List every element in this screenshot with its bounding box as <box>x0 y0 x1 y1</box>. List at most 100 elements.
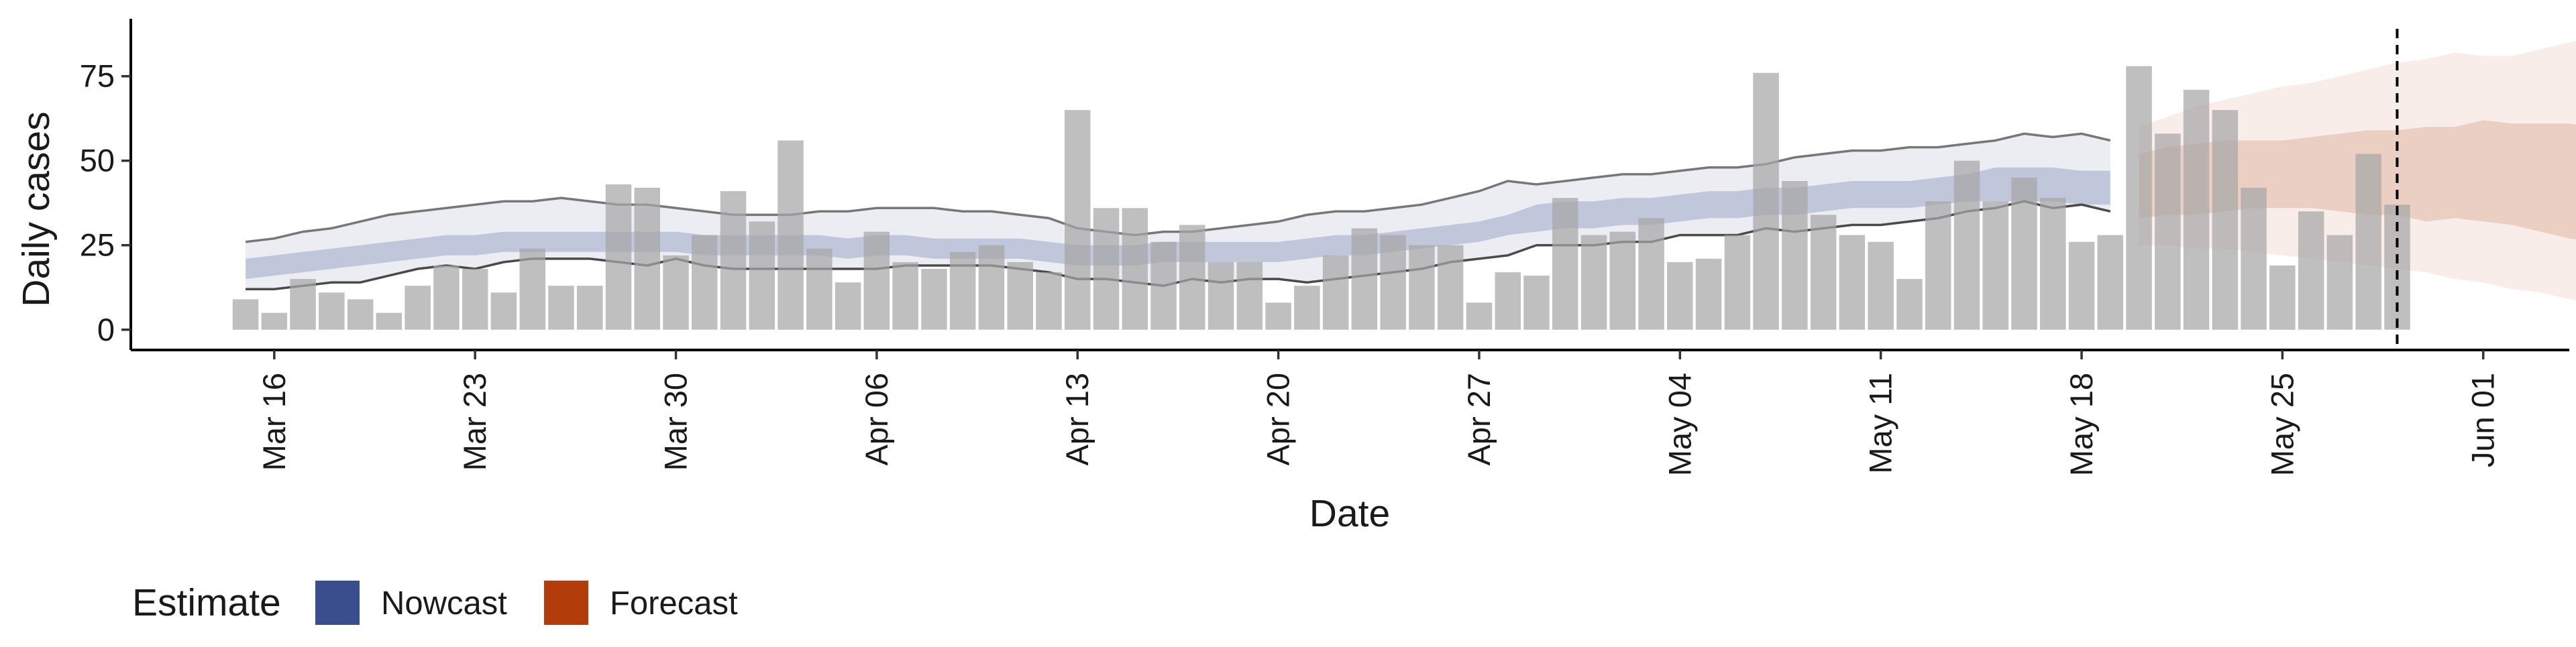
case-bar <box>262 313 288 330</box>
case-bar <box>1065 110 1091 330</box>
x-tick-label: Apr 13 <box>1059 373 1095 465</box>
case-bar <box>1237 262 1263 330</box>
case-bar <box>892 262 918 330</box>
case-bar <box>1352 229 1378 330</box>
case-bar <box>1208 262 1234 330</box>
case-bar <box>1294 286 1320 330</box>
case-bar <box>1552 198 1578 330</box>
case-bar <box>2069 242 2095 330</box>
case-bar <box>2126 66 2152 330</box>
x-tick-label: Apr 06 <box>859 373 894 465</box>
case-bar <box>491 292 517 329</box>
case-bar <box>1323 255 1349 330</box>
case-bar <box>606 184 632 330</box>
y-tick-label: 0 <box>97 312 115 347</box>
legend-label-forecast: Forecast <box>610 585 738 622</box>
case-bar <box>405 286 431 330</box>
case-bar <box>864 232 890 330</box>
case-bar <box>1896 279 1923 330</box>
case-bar <box>1983 201 2009 330</box>
case-bar <box>1925 201 1951 330</box>
case-bar <box>2241 188 2267 330</box>
case-bar <box>1811 215 1837 329</box>
case-bar <box>1150 242 1177 330</box>
x-tick-label: Apr 20 <box>1260 373 1296 465</box>
case-bar <box>1667 262 1693 330</box>
legend-title: Estimate <box>132 581 281 624</box>
case-bar <box>1179 225 1205 330</box>
case-bar <box>1954 161 1980 330</box>
case-bar <box>319 292 344 329</box>
case-bar <box>921 269 947 330</box>
case-bar <box>1725 235 1751 330</box>
legend-label-nowcast: Nowcast <box>381 585 507 622</box>
y-tick-label: 50 <box>80 143 115 178</box>
case-bar <box>749 221 775 329</box>
x-tick-label: May 04 <box>1662 373 1697 476</box>
legend-key-nowcast <box>315 581 360 625</box>
case-bar <box>2212 110 2239 330</box>
case-bar <box>1495 272 1521 330</box>
case-bar <box>2184 90 2210 330</box>
case-bar <box>1093 208 1120 330</box>
case-bar <box>1638 218 1664 329</box>
case-bar <box>1008 262 1034 330</box>
case-bar <box>1438 245 1464 330</box>
case-bar <box>1696 259 1722 330</box>
case-bar <box>433 266 460 330</box>
case-bar <box>2298 211 2324 329</box>
case-bar <box>347 299 374 329</box>
case-bar <box>635 188 661 330</box>
case-bar <box>1466 302 1493 329</box>
case-bar <box>548 286 574 330</box>
x-tick-label: Mar 16 <box>256 373 292 471</box>
x-tick-label: May 11 <box>1863 373 1898 474</box>
y-tick-label: 75 <box>80 58 115 94</box>
case-bar <box>1036 272 1062 330</box>
case-bar <box>1581 235 1607 330</box>
x-tick-label: Apr 27 <box>1461 373 1497 465</box>
case-bar <box>663 255 689 330</box>
case-bar <box>577 286 603 330</box>
case-bar <box>2155 133 2181 329</box>
case-bar <box>1265 302 1291 329</box>
case-bar <box>1523 276 1550 330</box>
case-bar <box>290 279 316 330</box>
case-bar <box>1753 73 1779 330</box>
case-bar <box>1122 208 1148 330</box>
x-tick-label: May 25 <box>2264 373 2300 476</box>
case-bar <box>233 299 259 329</box>
case-bar <box>720 191 747 330</box>
x-tick-label: Jun 01 <box>2465 373 2501 467</box>
y-axis-title: Daily cases <box>15 111 58 306</box>
case-bar <box>2011 178 2037 330</box>
case-bar <box>692 235 718 330</box>
x-tick-label: Mar 23 <box>457 373 492 471</box>
case-bar <box>1409 245 1435 330</box>
case-bar <box>2327 235 2353 330</box>
case-bar <box>462 269 488 330</box>
case-bar <box>2269 266 2296 330</box>
case-bar <box>2355 154 2381 330</box>
case-bar <box>1868 242 1894 330</box>
case-bar <box>1380 235 1406 330</box>
legend-key-forecast <box>544 581 588 625</box>
case-bar <box>520 249 546 330</box>
case-bar <box>777 141 804 330</box>
x-tick-label: May 18 <box>2063 373 2099 476</box>
case-bar <box>806 249 833 330</box>
case-bar <box>376 313 402 330</box>
x-axis-title: Date <box>1309 492 1390 535</box>
legend: Estimate Nowcast Forecast <box>132 581 738 625</box>
x-tick-label: Mar 30 <box>658 373 694 471</box>
case-bar <box>1839 235 1866 330</box>
case-bar <box>1782 181 1808 330</box>
case-bar <box>1610 232 1636 330</box>
y-tick-label: 25 <box>80 227 115 263</box>
case-bar <box>2098 235 2124 330</box>
case-bar <box>835 282 861 330</box>
case-bar <box>979 245 1005 330</box>
case-bar <box>950 252 976 330</box>
